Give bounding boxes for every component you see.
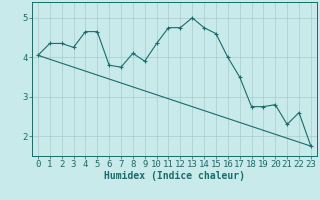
X-axis label: Humidex (Indice chaleur): Humidex (Indice chaleur): [104, 171, 245, 181]
